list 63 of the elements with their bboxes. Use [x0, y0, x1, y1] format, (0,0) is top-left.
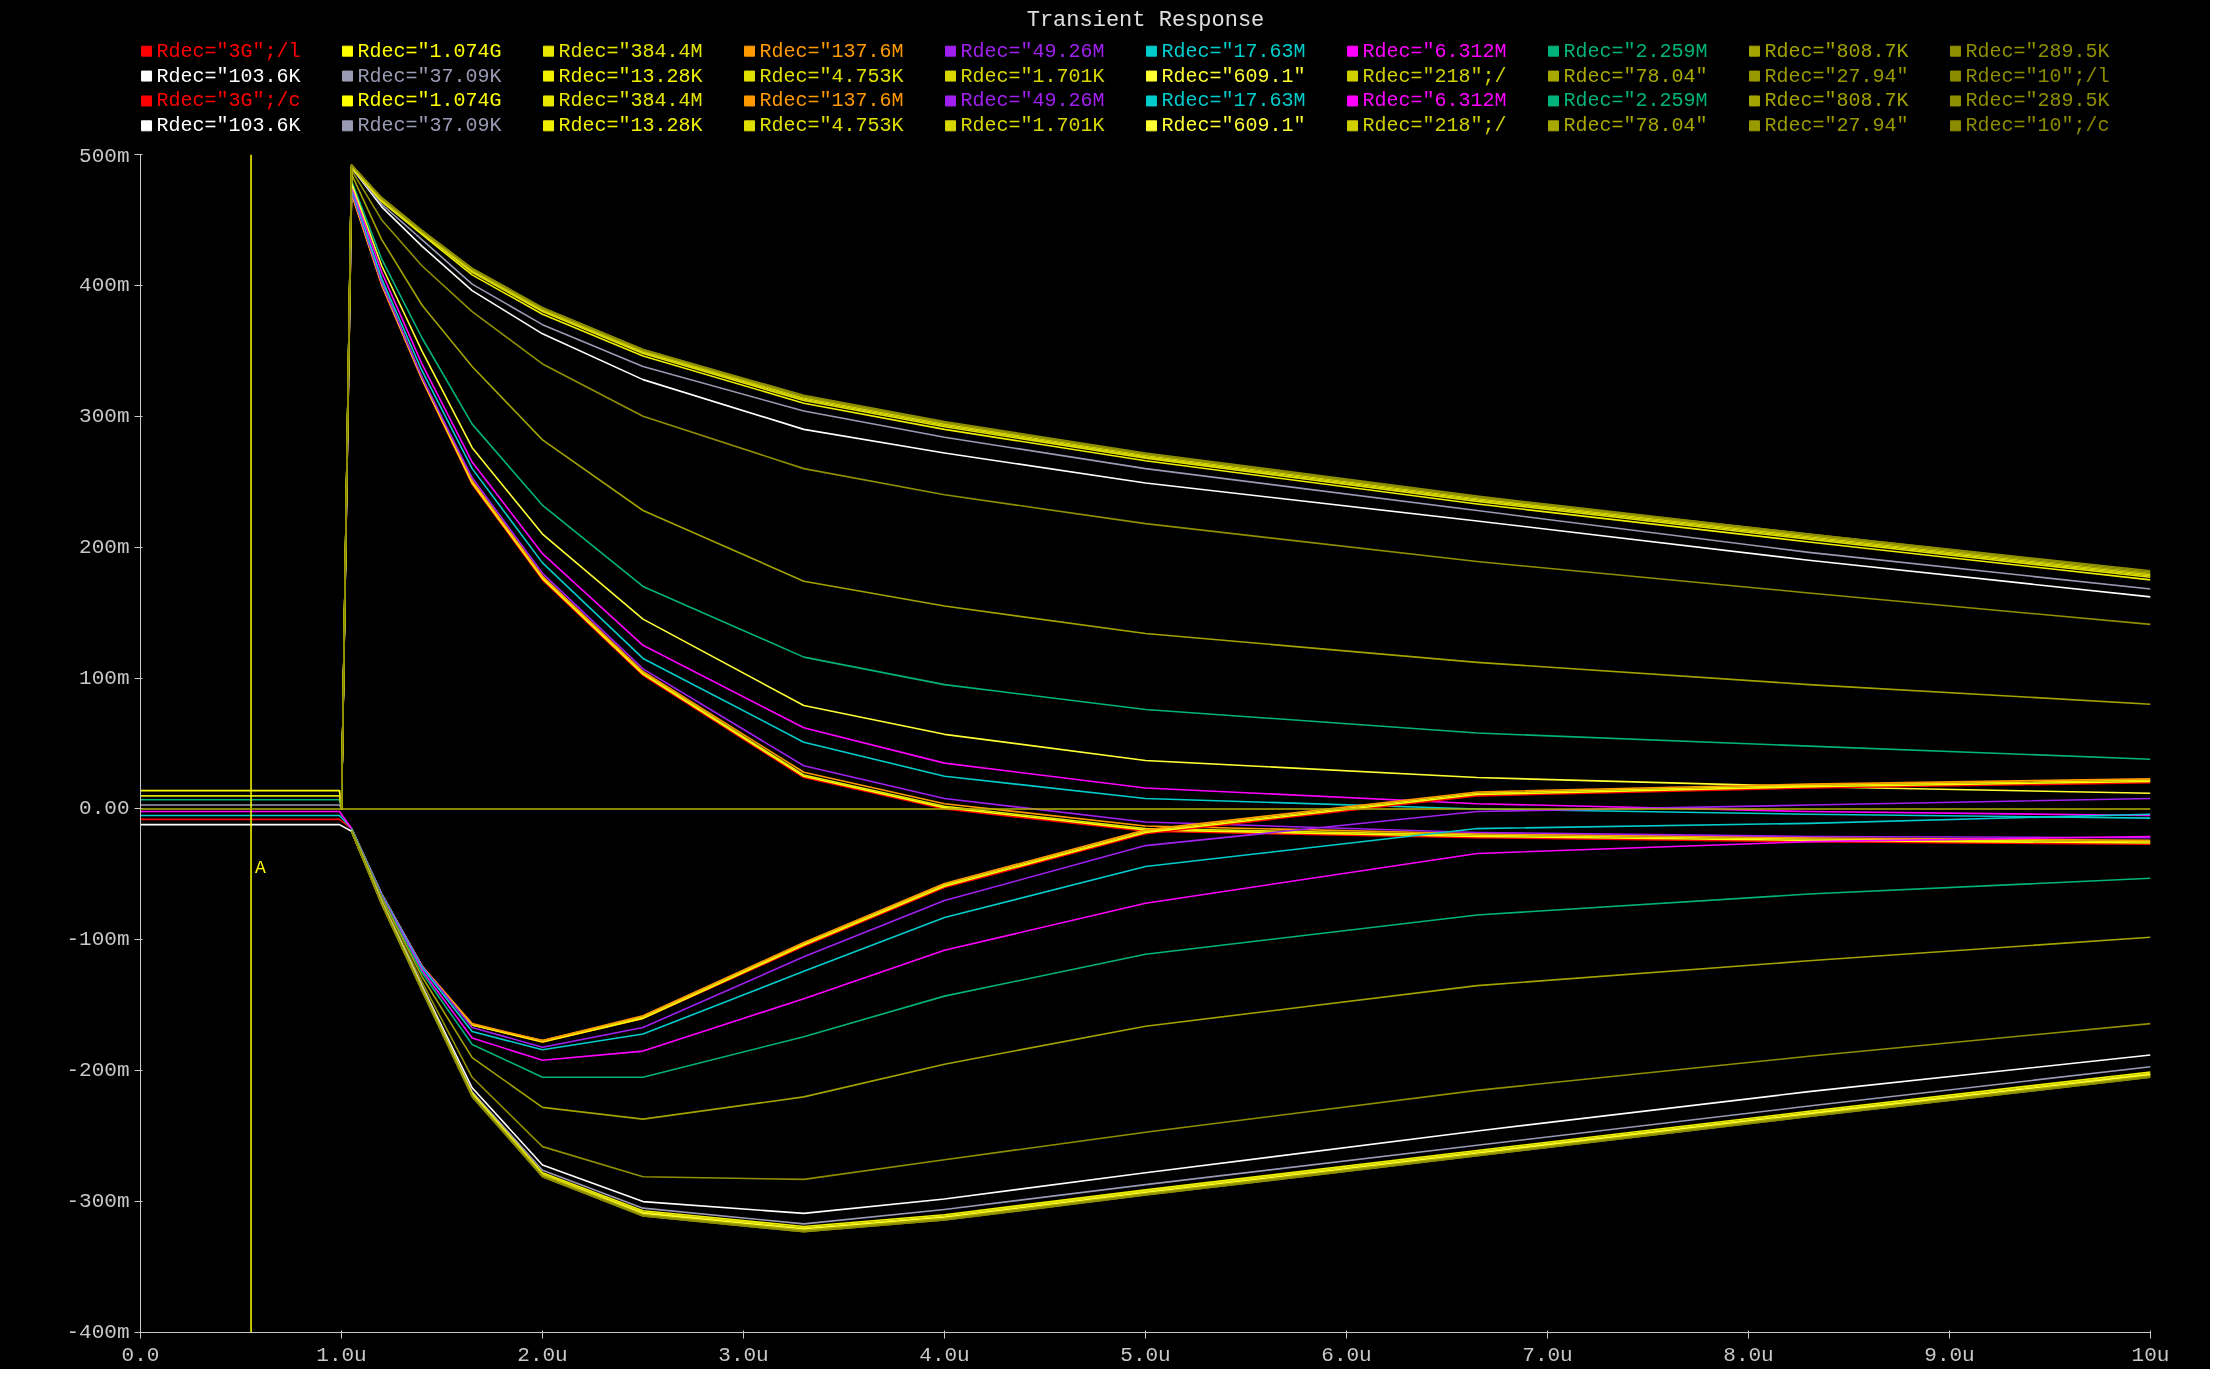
legend-label: Rdec="4.753K — [759, 114, 904, 138]
y-tick-label: -100m — [66, 928, 130, 952]
y-tick-label: -200m — [66, 1059, 130, 1083]
legend-label: Rdec="808.7K — [1764, 39, 1909, 63]
legend-label: Rdec="6.312M — [1362, 89, 1507, 113]
legend-label: Rdec="137.6M — [759, 89, 904, 113]
legend-label: Rdec="49.26M — [960, 39, 1105, 63]
legend-label: Rdec="609.1" — [1161, 114, 1306, 138]
legend-label: Rdec="384.4M — [558, 89, 703, 113]
legend-label: Rdec="78.04" — [1563, 114, 1708, 138]
legend-label: Rdec="1.074G — [357, 89, 502, 113]
legend-label: Rdec="808.7K — [1764, 89, 1909, 113]
legend-label: Rdec="27.94" — [1764, 114, 1909, 138]
legend-label: Rdec="137.6M — [759, 39, 904, 63]
legend-label: Rdec="17.63M — [1161, 39, 1306, 63]
chart-title: Transient Response — [1026, 7, 1265, 33]
y-tick-label: -300m — [66, 1190, 130, 1214]
y-tick-label: -400m — [66, 1321, 130, 1344]
legend-label: Rdec="218";/ — [1362, 64, 1507, 88]
legend-label: Rdec="3G";/l — [156, 39, 301, 63]
y-tick-label: 0.00 — [79, 797, 130, 821]
legend-label: Rdec="10";/l — [1965, 64, 2110, 88]
x-tick-label: 2.0u — [517, 1343, 568, 1367]
y-tick-label: 300m — [79, 404, 130, 428]
y-tick-label: 100m — [79, 666, 130, 690]
legend-label: Rdec="1.701K — [960, 64, 1105, 88]
legend-label: Rdec="27.94" — [1764, 64, 1909, 88]
x-tick-label: 5.0u — [1120, 1343, 1171, 1367]
legend-label: Rdec="37.09K — [357, 114, 502, 138]
legend-label: Rdec="4.753K — [759, 64, 904, 88]
y-tick-label: 200m — [79, 535, 130, 559]
x-tick-label: 10u — [2131, 1343, 2170, 1367]
legend-label: Rdec="49.26M — [960, 89, 1105, 113]
x-tick-label: 6.0u — [1321, 1343, 1372, 1367]
legend-label: Rdec="103.6K — [156, 114, 301, 138]
ref-line-label: A — [255, 857, 267, 878]
legend-label: Rdec="78.04" — [1563, 64, 1708, 88]
x-tick-label: 0.0 — [121, 1343, 160, 1367]
legend-label: Rdec="17.63M — [1161, 89, 1306, 113]
legend-label: Rdec="1.074G — [357, 39, 502, 63]
x-tick-label: 4.0u — [919, 1343, 970, 1367]
x-tick-label: 8.0u — [1723, 1343, 1774, 1367]
legend-label: Rdec="1.701K — [960, 114, 1105, 138]
legend-label: Rdec="2.259M — [1563, 89, 1708, 113]
y-tick-label: 400m — [79, 273, 130, 297]
legend-label: Rdec="609.1" — [1161, 64, 1306, 88]
x-tick-label: 9.0u — [1924, 1343, 1975, 1367]
legend-label: Rdec="384.4M — [558, 39, 703, 63]
legend-label: Rdec="37.09K — [357, 64, 502, 88]
legend-label: Rdec="3G";/c — [156, 89, 301, 113]
legend-label: Rdec="13.28K — [558, 114, 703, 138]
legend-label: Rdec="2.259M — [1563, 39, 1708, 63]
legend-label: Rdec="289.5K — [1965, 39, 2110, 63]
legend-label: Rdec="103.6K — [156, 64, 301, 88]
legend-label: Rdec="6.312M — [1362, 39, 1507, 63]
legend-label: Rdec="13.28K — [558, 64, 703, 88]
y-tick-label: 500m — [79, 144, 130, 168]
x-tick-label: 7.0u — [1522, 1343, 1573, 1367]
legend-label: Rdec="218";/ — [1362, 114, 1507, 138]
legend-label: Rdec="289.5K — [1965, 89, 2110, 113]
x-tick-label: 3.0u — [718, 1343, 769, 1367]
x-tick-label: 1.0u — [316, 1343, 367, 1367]
legend-label: Rdec="10";/c — [1965, 114, 2110, 138]
